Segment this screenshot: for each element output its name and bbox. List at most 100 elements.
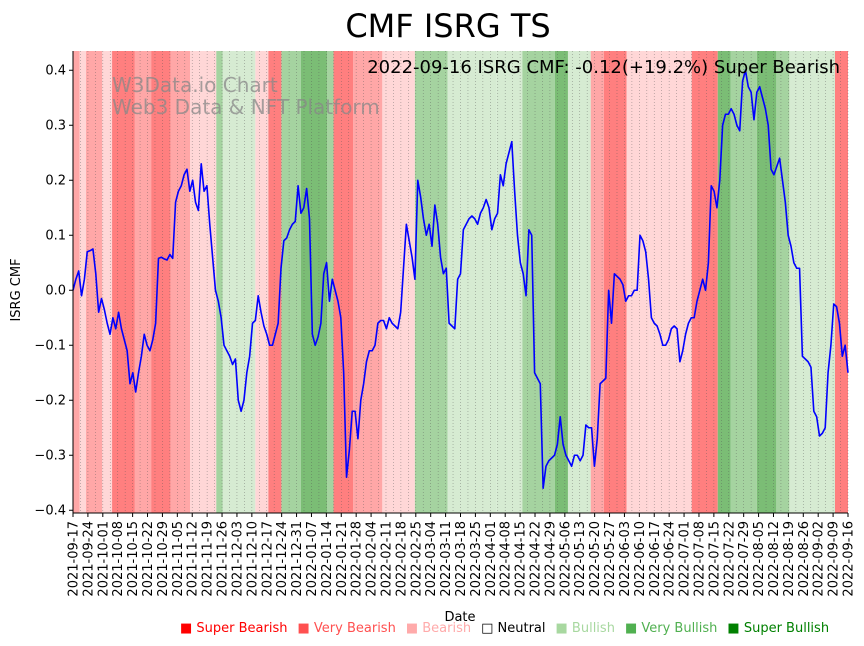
x-tick-label: 2022-08-12 xyxy=(767,521,782,597)
x-tick-label: 2022-01-28 xyxy=(350,521,365,597)
x-tick-label: 2022-09-02 xyxy=(812,521,827,597)
x-tick-label: 2022-09-16 xyxy=(842,521,857,597)
x-tick-label: 2022-02-11 xyxy=(379,521,394,597)
regime-band-20 xyxy=(447,51,497,513)
x-tick-label: 2022-05-13 xyxy=(573,521,588,597)
x-tick-label: 2021-12-17 xyxy=(260,521,275,597)
y-tick-label: −0.3 xyxy=(34,448,66,463)
regime-band-3 xyxy=(102,51,113,513)
regime-band-4 xyxy=(112,51,135,513)
legend-item-very-bearish: ■ Very Bearish xyxy=(297,621,396,636)
y-tick-label: 0.4 xyxy=(45,63,66,78)
x-tick-label: 2022-04-29 xyxy=(543,521,558,597)
legend-item-very-bullish: ■ Very Bullish xyxy=(624,621,718,636)
x-tick-label: 2021-11-26 xyxy=(216,521,231,597)
regime-band-21 xyxy=(496,51,523,513)
y-tick-label: 0.3 xyxy=(45,118,66,133)
regime-band-13 xyxy=(281,51,301,513)
y-tick-label: −0.4 xyxy=(34,503,66,518)
regime-band-1 xyxy=(79,51,87,513)
x-tick-label: 2021-10-22 xyxy=(141,521,156,597)
x-tick-label: 2022-07-08 xyxy=(692,521,707,597)
x-tick-label: 2022-07-29 xyxy=(737,521,752,597)
regime-band-19 xyxy=(414,51,448,513)
x-tick-label: 2022-06-03 xyxy=(618,521,633,597)
regime-band-6 xyxy=(151,51,171,513)
y-axis-label: ISRG CMF xyxy=(9,258,24,321)
y-tick-label: 0.1 xyxy=(45,228,66,243)
x-tick-label: 2022-07-22 xyxy=(722,521,737,597)
y-tick-label: 0.2 xyxy=(45,173,66,188)
x-tick-label: 2022-03-11 xyxy=(439,521,454,597)
x-tick-label: 2022-01-07 xyxy=(305,521,320,597)
x-tick-label: 2021-12-24 xyxy=(275,521,290,597)
x-tick-label: 2021-11-05 xyxy=(171,521,186,597)
x-tick-label: 2022-04-15 xyxy=(514,521,529,597)
x-tick-label: 2022-06-10 xyxy=(633,521,648,597)
y-tick-label: −0.1 xyxy=(34,338,66,353)
x-tick-label: 2021-10-01 xyxy=(96,521,111,597)
regime-band-9 xyxy=(216,51,223,513)
legend: ■ Super Bearish ■ Very Bearish ■ Bearish □ … xyxy=(180,621,829,636)
x-tick-label: 2022-07-15 xyxy=(707,521,722,597)
x-tick-label: 2021-11-19 xyxy=(201,521,216,597)
regime-band-23 xyxy=(554,51,568,513)
x-tick-label: 2022-04-08 xyxy=(499,521,514,597)
regime-band-16 xyxy=(333,51,354,513)
x-tick-label: 2022-09-09 xyxy=(827,521,842,597)
x-tick-label: 2021-12-10 xyxy=(245,521,260,597)
x-tick-label: 2021-10-29 xyxy=(156,521,171,597)
x-tick-label: 2022-04-01 xyxy=(484,521,499,597)
regime-band-34 xyxy=(789,51,835,513)
x-tick-label: 2022-01-21 xyxy=(335,521,350,597)
chart-title: CMF ISRG TS xyxy=(345,7,550,45)
regime-band-11 xyxy=(255,51,269,513)
x-tick-label: 2021-10-15 xyxy=(126,521,141,597)
x-axis-ticks: 2021-09-17 2021-09-24 2021-10-01 2021-10-08… xyxy=(67,513,857,597)
x-tick-label: 2022-03-04 xyxy=(424,521,439,597)
regime-band-12 xyxy=(268,51,282,513)
regime-band-25 xyxy=(590,51,604,513)
regime-band-17 xyxy=(353,51,383,513)
x-tick-label: 2022-08-19 xyxy=(782,521,797,597)
regime-band-10 xyxy=(222,51,256,513)
x-tick-label: 2021-10-08 xyxy=(111,521,126,597)
x-tick-label: 2022-06-17 xyxy=(648,521,663,597)
x-tick-label: 2021-09-24 xyxy=(81,521,96,597)
x-tick-label: 2022-07-01 xyxy=(678,521,693,597)
x-tick-label: 2022-05-06 xyxy=(558,521,573,597)
x-tick-label: 2021-11-12 xyxy=(186,521,201,597)
regime-band-5 xyxy=(134,51,152,513)
regime-band-2 xyxy=(86,51,103,513)
x-tick-label: 2022-02-25 xyxy=(409,521,424,597)
x-tick-label: 2022-01-14 xyxy=(320,521,335,597)
regime-band-7 xyxy=(170,51,191,513)
legend-item-bearish: ■ Bearish xyxy=(405,621,472,636)
x-tick-label: 2022-08-05 xyxy=(752,521,767,597)
regime-band-15 xyxy=(326,51,334,513)
regime-band-8 xyxy=(190,51,217,513)
x-tick-label: 2022-04-22 xyxy=(529,521,544,597)
regime-band-35 xyxy=(834,51,848,513)
x-tick-label: 2022-06-24 xyxy=(663,521,678,597)
watermark-line-2: Web3 Data & NFT Platform xyxy=(112,95,380,119)
x-tick-label: 2022-05-20 xyxy=(588,521,603,597)
cmf-series-line xyxy=(72,69,849,490)
x-tick-label: 2022-08-26 xyxy=(797,521,812,597)
x-tick-label: 2022-02-18 xyxy=(394,521,409,597)
regime-band-26 xyxy=(603,51,627,513)
legend-item-super-bearish: ■ Super Bearish xyxy=(180,621,288,636)
x-tick-label: 2022-03-25 xyxy=(469,521,484,597)
x-tick-label: 2021-12-31 xyxy=(290,521,305,597)
regime-bands xyxy=(73,51,848,513)
x-tick-label: 2021-12-03 xyxy=(230,521,245,597)
latest-value-annotation: 2022-09-16 ISRG CMF: -0.12(+19.2%) Super… xyxy=(367,57,840,78)
regime-band-18 xyxy=(382,51,415,513)
y-tick-label: 0.0 xyxy=(45,283,66,298)
regime-band-24 xyxy=(567,51,591,513)
regime-band-29 xyxy=(691,51,718,513)
x-tick-label: 2022-02-04 xyxy=(365,521,380,597)
legend-item-bullish: ■ Bullish xyxy=(555,621,615,636)
regime-band-28 xyxy=(649,51,692,513)
